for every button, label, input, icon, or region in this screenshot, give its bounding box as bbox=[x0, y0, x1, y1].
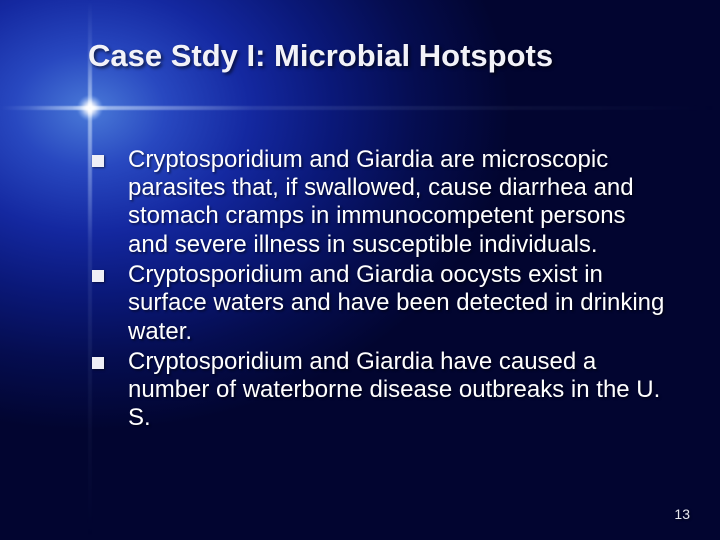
slide-title: Case Stdy I: Microbial Hotspots bbox=[88, 38, 668, 74]
bullet-item: Cryptosporidium and Giardia have caused … bbox=[88, 348, 668, 433]
bullet-list: Cryptosporidium and Giardia are microsco… bbox=[88, 146, 668, 433]
bullet-item: Cryptosporidium and Giardia are microsco… bbox=[88, 146, 668, 259]
slide-number: 13 bbox=[674, 506, 690, 522]
bullet-item: Cryptosporidium and Giardia oocysts exis… bbox=[88, 261, 668, 346]
slide: Case Stdy I: Microbial Hotspots Cryptosp… bbox=[0, 0, 720, 540]
